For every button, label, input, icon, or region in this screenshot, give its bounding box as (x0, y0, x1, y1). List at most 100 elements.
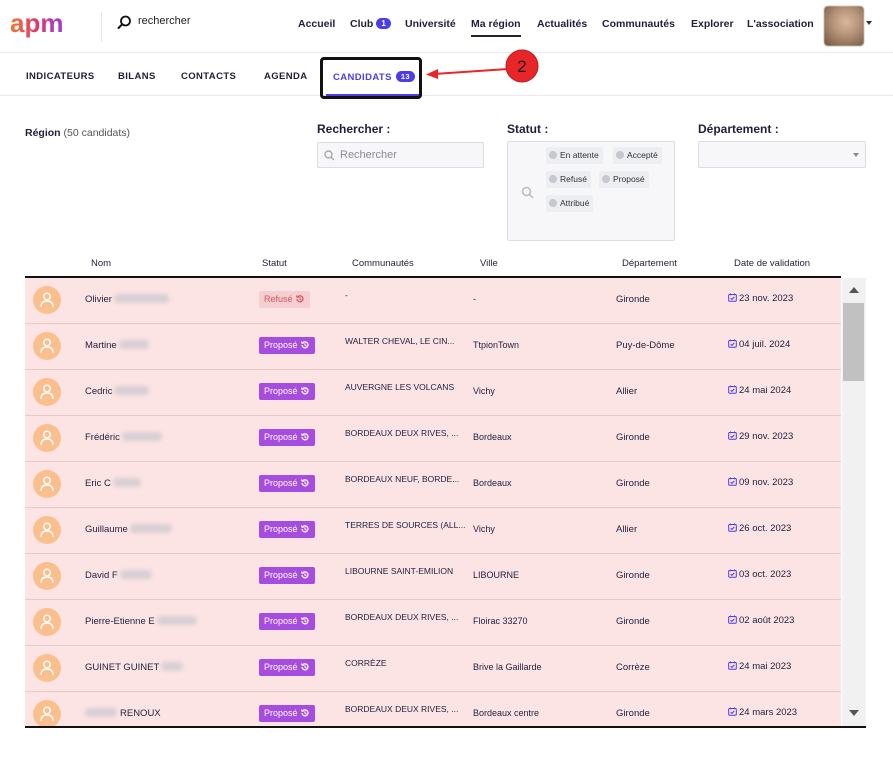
candidate-name[interactable]: Martine (85, 340, 149, 351)
column-header-communautes[interactable]: Communautés (352, 258, 414, 269)
status-badge[interactable]: Proposé (259, 429, 315, 446)
status-badge[interactable]: Proposé (259, 613, 315, 630)
table-footer-divider (25, 726, 866, 728)
column-header-nom[interactable]: Nom (91, 258, 112, 269)
scroll-down-arrow-icon[interactable] (849, 710, 859, 716)
statut-option-refuse[interactable]: Refusé (546, 171, 591, 188)
tab-indicateurs[interactable]: INDICATEURS (26, 71, 95, 82)
scroll-up-arrow-icon[interactable] (849, 287, 859, 293)
table-row[interactable]: Cedric Proposé AUVERGNE LES VOLCANS Vichy Al… (25, 370, 841, 416)
tab-candidats-label: CANDIDATS (333, 72, 392, 83)
ville-cell: Brive la Gaillarde (473, 662, 542, 672)
statut-option-propose[interactable]: Proposé (599, 171, 649, 188)
statut-option-attribue[interactable]: Attribué (546, 195, 594, 212)
chevron-down-icon[interactable] (866, 21, 872, 25)
table-row[interactable]: Martine Proposé WALTER CHEVAL, LE CIN... Tt… (25, 324, 841, 370)
calendar-check-icon (728, 615, 737, 624)
candidate-name[interactable]: Pierre-Etienne E (85, 616, 197, 627)
status-badge[interactable]: Proposé (259, 383, 315, 400)
status-label: Proposé (264, 662, 298, 672)
communautes-cell: - (345, 290, 348, 300)
table-row[interactable]: Frédéric Proposé BORDEAUX DEUX RIVES, ... B… (25, 416, 841, 462)
candidate-name[interactable]: David F (85, 570, 152, 581)
nav-accueil[interactable]: Accueil (298, 18, 336, 30)
nav-explorer[interactable]: Explorer (691, 18, 734, 30)
tab-contacts[interactable]: CONTACTS (181, 71, 237, 82)
status-badge[interactable]: Proposé (259, 475, 315, 492)
user-icon (40, 614, 54, 630)
scrollbar-thumb[interactable] (843, 303, 864, 381)
table-row[interactable]: David F Proposé LIBOURNE SAINT-EMILION LIBO… (25, 554, 841, 600)
column-header-ville[interactable]: Ville (480, 258, 498, 269)
date-text: 24 mai 2024 (739, 385, 792, 396)
table-row[interactable]: GUINET GUINET Proposé CORRÈZE Brive la Gail… (25, 646, 841, 692)
club-badge: 1 (376, 18, 391, 29)
redacted-text (118, 340, 149, 349)
status-badge[interactable]: Proposé (259, 567, 315, 584)
table-row[interactable]: RENOUX Proposé BORDEAUX DEUX RIVES, ... Bor… (25, 692, 841, 726)
history-icon (300, 479, 309, 487)
redacted-text (112, 478, 141, 487)
communautes-cell: BORDEAUX DEUX RIVES, ... (345, 704, 459, 714)
nav-communautes[interactable]: Communautés (602, 18, 675, 30)
departement-select[interactable] (698, 141, 866, 168)
history-icon (300, 571, 309, 579)
candidate-name[interactable]: Frédéric (85, 432, 162, 443)
status-badge[interactable]: Proposé (259, 659, 315, 676)
table-row[interactable]: Eric C Proposé BORDEAUX NEUF, BORDE... Bord… (25, 462, 841, 508)
status-badge[interactable]: Proposé (259, 705, 315, 722)
search-filter-label: Rechercher : (317, 122, 391, 136)
table-row[interactable]: Pierre-Etienne E Proposé BORDEAUX DEUX RIV… (25, 600, 841, 646)
apm-logo[interactable]: apm (10, 10, 82, 40)
nav-ma-region[interactable]: Ma région (471, 18, 521, 37)
statut-option-en-attente[interactable]: En attente (546, 147, 603, 164)
statut-option-label: Accepté (627, 150, 658, 160)
calendar-check-icon (728, 385, 737, 394)
column-header-departement[interactable]: Département (622, 258, 677, 269)
status-label: Proposé (264, 524, 298, 534)
table-row[interactable]: Guillaume Proposé TERRES DE SOURCES (ALL..… (25, 508, 841, 554)
departement-filter-label: Département : (698, 122, 779, 136)
status-badge[interactable]: Refusé (259, 291, 310, 308)
nav-club[interactable]: Club 1 (350, 18, 391, 30)
candidate-name-text: Eric C (85, 478, 111, 489)
nav-actualites[interactable]: Actualités (537, 18, 588, 30)
candidate-name[interactable]: Eric C (85, 478, 141, 489)
candidate-name[interactable]: Cedric (85, 386, 150, 397)
candidate-name[interactable]: RENOUX (85, 708, 161, 719)
tab-agenda[interactable]: AGENDA (264, 71, 308, 82)
departement-cell: Gironde (616, 708, 650, 719)
status-badge[interactable]: Proposé (259, 521, 315, 538)
candidate-name[interactable]: Guillaume (85, 524, 172, 535)
table-row[interactable]: Olivier Refusé - - Gironde 23 nov. 2023 (25, 278, 841, 324)
history-icon (300, 387, 309, 395)
global-search-input[interactable]: rechercher (138, 15, 191, 27)
communautes-cell: BORDEAUX NEUF, BORDE... (345, 474, 460, 484)
candidate-search-field[interactable] (317, 142, 484, 168)
nav-association[interactable]: L'association (747, 18, 814, 30)
candidate-name[interactable]: GUINET GUINET (85, 662, 184, 673)
tab-candidats[interactable]: CANDIDATS 13 (333, 71, 415, 83)
search-icon[interactable] (117, 15, 132, 30)
column-header-statut[interactable]: Statut (262, 258, 287, 269)
nav-universite[interactable]: Université (405, 18, 456, 30)
candidate-search-input[interactable] (340, 146, 480, 164)
candidate-name[interactable]: Olivier (85, 294, 169, 305)
redacted-text (129, 524, 172, 533)
date-text: 04 juil. 2024 (739, 339, 791, 350)
status-badge[interactable]: Proposé (259, 337, 315, 354)
status-label: Proposé (264, 432, 298, 442)
statut-option-accepte[interactable]: Accepté (613, 147, 662, 164)
ville-cell: LIBOURNE (473, 570, 520, 580)
date-text: 23 nov. 2023 (739, 293, 794, 304)
user-avatar[interactable] (824, 6, 864, 46)
column-header-date-validation[interactable]: Date de validation (734, 258, 811, 269)
ville-cell: Bordeaux (473, 478, 512, 488)
region-subtabs: INDICATEURS BILANS CONTACTS AGENDA CANDI… (0, 53, 893, 96)
active-tab-indicator (326, 94, 419, 97)
status-label: Proposé (264, 340, 298, 350)
user-icon (40, 384, 54, 400)
tab-bilans[interactable]: BILANS (118, 71, 156, 82)
annotation-step-number: 2 (517, 57, 526, 76)
redacted-text (119, 570, 152, 579)
